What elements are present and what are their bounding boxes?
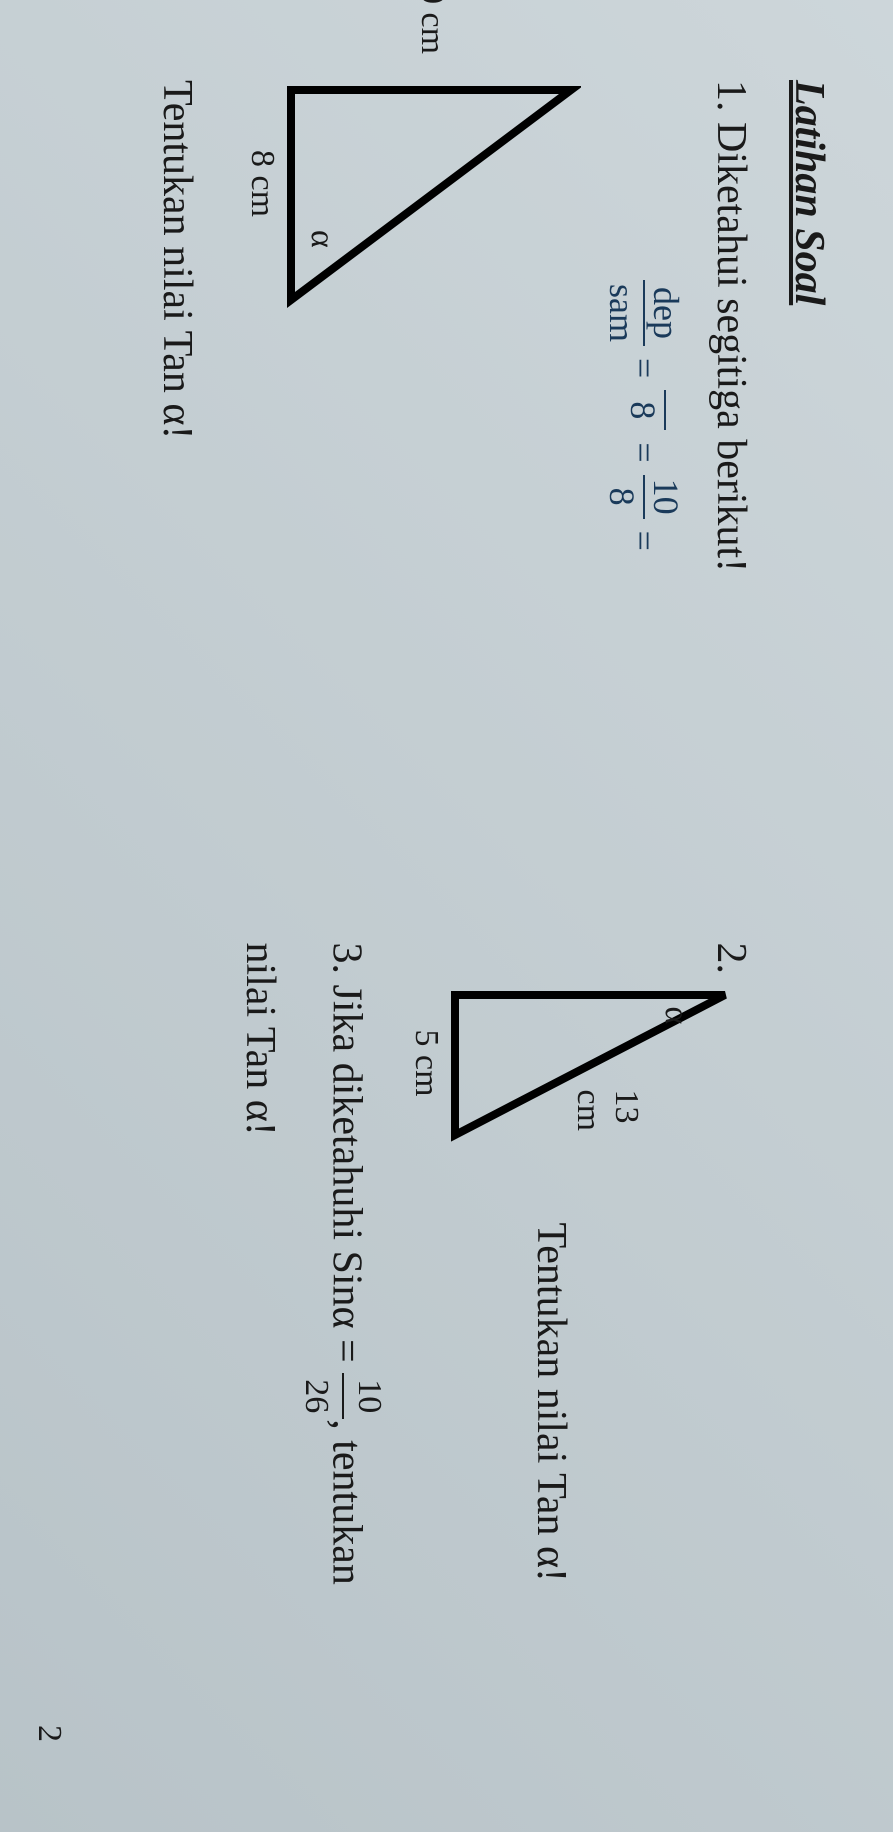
q1-text: Diketahui segitiga berikut! [708, 122, 754, 572]
q1-prompt: 1. Diketahui segitiga berikut! [707, 80, 755, 883]
q1-side-base: 8 cm [243, 150, 281, 217]
q1-instruction: Tentukan nilai Tan α! [153, 80, 201, 883]
q1-handwriting: dep sam = 8 = 10 8 = [601, 280, 687, 883]
q3-text-before: Jika diketahuhi Sinα = [323, 985, 369, 1363]
q2-triangle-wrap: 13 cm 5 cm α [435, 985, 735, 1165]
q1-side-vertical: 10 cm [413, 0, 451, 54]
q1-number: 1. [708, 80, 754, 112]
q1-angle: α [303, 230, 341, 248]
content-columns: 1. Diketahui segitiga berikut! dep sam =… [153, 80, 755, 1752]
q2-number: 2. [707, 943, 755, 975]
column-right: 2. 13 cm 5 cm α Tentukan nilai Tan α! 3.… [153, 943, 755, 1746]
hand-eq3: = [623, 531, 665, 551]
q3-text-after: , tentukan [323, 1419, 369, 1585]
page-number: 2 [30, 1725, 68, 1742]
hand-spacer-num [664, 390, 666, 430]
q1-triangle-wrap: 10 cm 8 cm α [221, 80, 581, 420]
hand-frac1-den: sam [601, 280, 643, 346]
hand-frac-10-8: 10 8 [601, 475, 687, 519]
q3-prompt: 3. Jika diketahuhi Sinα = 10 26 , tentuk… [228, 943, 395, 1746]
q3-line2: nilai Tan α! [237, 943, 283, 1136]
q1-triangle-svg [261, 80, 581, 420]
hand-spacer-den: 8 [622, 390, 664, 430]
hand-eq2: = [623, 442, 665, 462]
section-title: Latihan Soal [785, 80, 833, 1752]
hand-frac1-num: dep [643, 280, 687, 346]
hand-frac-dep-sam: dep sam [601, 280, 687, 346]
hand-eq1: = [623, 358, 665, 378]
q3-number: 3. [323, 943, 369, 975]
q2-side-base: 5 cm [407, 1030, 445, 1097]
hand-frac2-num: 10 [643, 475, 687, 519]
q1-triangle-shape [291, 90, 571, 300]
column-left: 1. Diketahui segitiga berikut! dep sam =… [153, 80, 755, 883]
hand-frac2-den: 8 [601, 475, 643, 519]
q3-fraction: 10 26 [291, 1373, 395, 1419]
q2-block: 2. 13 cm 5 cm α Tentukan nilai Tan α! [415, 943, 755, 1746]
q3-frac-den: 26 [291, 1373, 342, 1419]
q2-instruction: Tentukan nilai Tan α! [527, 1223, 575, 1582]
q3-frac-num: 10 [342, 1373, 395, 1419]
hand-spacer: 8 [622, 390, 666, 430]
q2-angle: α [657, 1007, 695, 1025]
q2-side-hypotenuse: 13 cm [569, 1090, 645, 1165]
page-container: Latihan Soal 1. Diketahui segitiga berik… [0, 0, 893, 1832]
